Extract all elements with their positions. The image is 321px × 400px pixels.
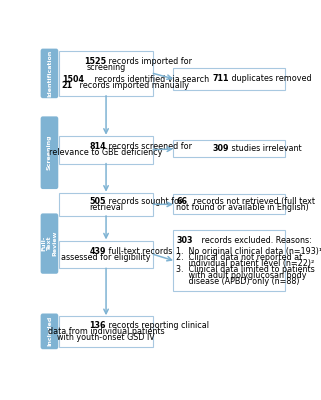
Text: records screened for: records screened for xyxy=(106,142,192,151)
Text: 21: 21 xyxy=(62,81,73,90)
FancyBboxPatch shape xyxy=(59,51,153,96)
FancyBboxPatch shape xyxy=(59,240,153,268)
Text: 439: 439 xyxy=(90,247,106,256)
Text: data from individual patients: data from individual patients xyxy=(48,327,164,336)
Text: not found or available in English): not found or available in English) xyxy=(176,203,309,212)
FancyBboxPatch shape xyxy=(173,194,285,214)
FancyBboxPatch shape xyxy=(173,230,285,291)
Text: records imported for: records imported for xyxy=(106,57,192,66)
FancyBboxPatch shape xyxy=(173,68,285,90)
FancyBboxPatch shape xyxy=(59,193,153,216)
Text: individual patient level (n=22)²: individual patient level (n=22)² xyxy=(176,259,315,268)
Text: 309: 309 xyxy=(213,144,229,153)
Text: disease (APBD) only (n=88): disease (APBD) only (n=88) xyxy=(176,276,300,286)
Text: 1525: 1525 xyxy=(84,57,106,66)
FancyBboxPatch shape xyxy=(59,316,153,347)
FancyBboxPatch shape xyxy=(41,49,58,98)
Text: with adult polyglucosan body: with adult polyglucosan body xyxy=(176,271,307,280)
Text: 1.  No original clinical data (n=193)¹: 1. No original clinical data (n=193)¹ xyxy=(176,247,321,256)
Text: 814: 814 xyxy=(90,142,106,151)
Text: 1504: 1504 xyxy=(62,75,84,84)
Text: 711: 711 xyxy=(213,74,229,83)
Text: full-text records: full-text records xyxy=(106,247,172,256)
Text: with youth-onset GSD IV: with youth-onset GSD IV xyxy=(57,333,155,342)
Text: studies irrelevant: studies irrelevant xyxy=(229,144,302,153)
Text: assessed for eligibility: assessed for eligibility xyxy=(61,253,151,262)
FancyBboxPatch shape xyxy=(41,213,58,274)
Text: records identified via search: records identified via search xyxy=(92,75,209,84)
Text: retrieval: retrieval xyxy=(89,203,123,212)
Text: Full-
Text
Review: Full- Text Review xyxy=(41,231,58,256)
Text: Identification: Identification xyxy=(47,50,52,97)
Text: Screening: Screening xyxy=(47,135,52,170)
Text: records reporting clinical: records reporting clinical xyxy=(106,321,209,330)
Text: 505: 505 xyxy=(90,197,106,206)
Text: relevance to GBE deficiency: relevance to GBE deficiency xyxy=(49,148,163,157)
FancyBboxPatch shape xyxy=(59,136,153,164)
Text: screening: screening xyxy=(86,63,126,72)
Text: Included: Included xyxy=(47,316,52,346)
Text: records not retrieved (full text: records not retrieved (full text xyxy=(191,197,315,206)
Text: 136: 136 xyxy=(90,321,106,330)
FancyBboxPatch shape xyxy=(41,314,58,349)
Text: records excluded. Reasons:: records excluded. Reasons: xyxy=(199,236,311,244)
Text: 3.  Clinical data limited to patients: 3. Clinical data limited to patients xyxy=(176,265,315,274)
Text: 66: 66 xyxy=(176,197,187,206)
Text: records imported manually: records imported manually xyxy=(77,81,189,90)
Text: records sought for: records sought for xyxy=(106,197,182,206)
Text: 2.  Clinical data not reported at: 2. Clinical data not reported at xyxy=(176,253,302,262)
Text: duplicates removed: duplicates removed xyxy=(229,74,312,83)
FancyBboxPatch shape xyxy=(41,116,58,189)
FancyBboxPatch shape xyxy=(173,140,285,157)
Text: 303: 303 xyxy=(176,236,193,244)
